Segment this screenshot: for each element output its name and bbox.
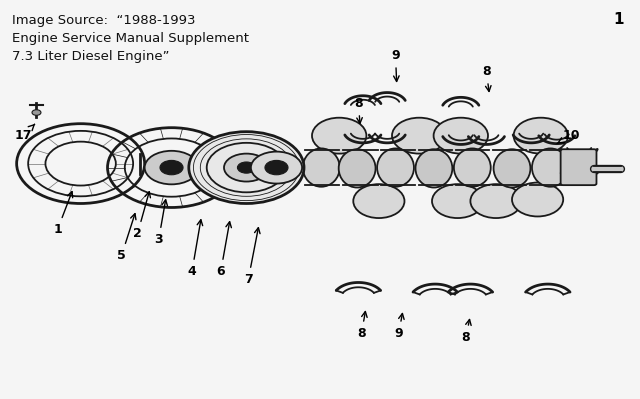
Ellipse shape — [339, 149, 376, 188]
Circle shape — [237, 162, 255, 173]
Ellipse shape — [303, 148, 340, 187]
FancyBboxPatch shape — [561, 149, 596, 185]
Circle shape — [145, 151, 198, 184]
Text: 4: 4 — [188, 220, 203, 278]
Text: 3: 3 — [154, 200, 168, 246]
Circle shape — [212, 165, 223, 172]
Text: Image Source:  “1988-1993
Engine Service Manual Supplement
7.3 Liter Diesel Engi: Image Source: “1988-1993 Engine Service … — [12, 14, 248, 63]
Text: 1: 1 — [53, 192, 73, 236]
Circle shape — [265, 160, 288, 175]
Ellipse shape — [415, 149, 452, 188]
Text: 6: 6 — [216, 222, 232, 278]
Ellipse shape — [353, 184, 404, 218]
Ellipse shape — [532, 148, 569, 187]
Ellipse shape — [377, 148, 414, 187]
Text: 1: 1 — [614, 12, 624, 27]
Text: 5: 5 — [117, 213, 136, 262]
Ellipse shape — [454, 148, 491, 187]
Ellipse shape — [513, 118, 568, 154]
Text: 10: 10 — [557, 129, 580, 144]
Ellipse shape — [392, 118, 447, 154]
Ellipse shape — [312, 118, 367, 154]
Ellipse shape — [470, 184, 522, 218]
Text: 9: 9 — [394, 314, 404, 340]
Circle shape — [32, 110, 41, 115]
Text: 2: 2 — [133, 192, 150, 240]
Ellipse shape — [493, 149, 531, 188]
Text: 17: 17 — [14, 124, 35, 142]
Text: 8: 8 — [482, 65, 491, 91]
Circle shape — [251, 152, 302, 184]
Text: 8: 8 — [461, 320, 471, 344]
Ellipse shape — [512, 183, 563, 216]
Text: 7: 7 — [244, 228, 260, 286]
Text: 8: 8 — [357, 312, 367, 340]
Ellipse shape — [432, 184, 483, 218]
Circle shape — [224, 154, 269, 182]
Circle shape — [160, 160, 183, 175]
Text: 9: 9 — [391, 49, 400, 81]
Text: 8: 8 — [354, 97, 363, 123]
Ellipse shape — [434, 118, 488, 154]
Circle shape — [189, 132, 304, 203]
